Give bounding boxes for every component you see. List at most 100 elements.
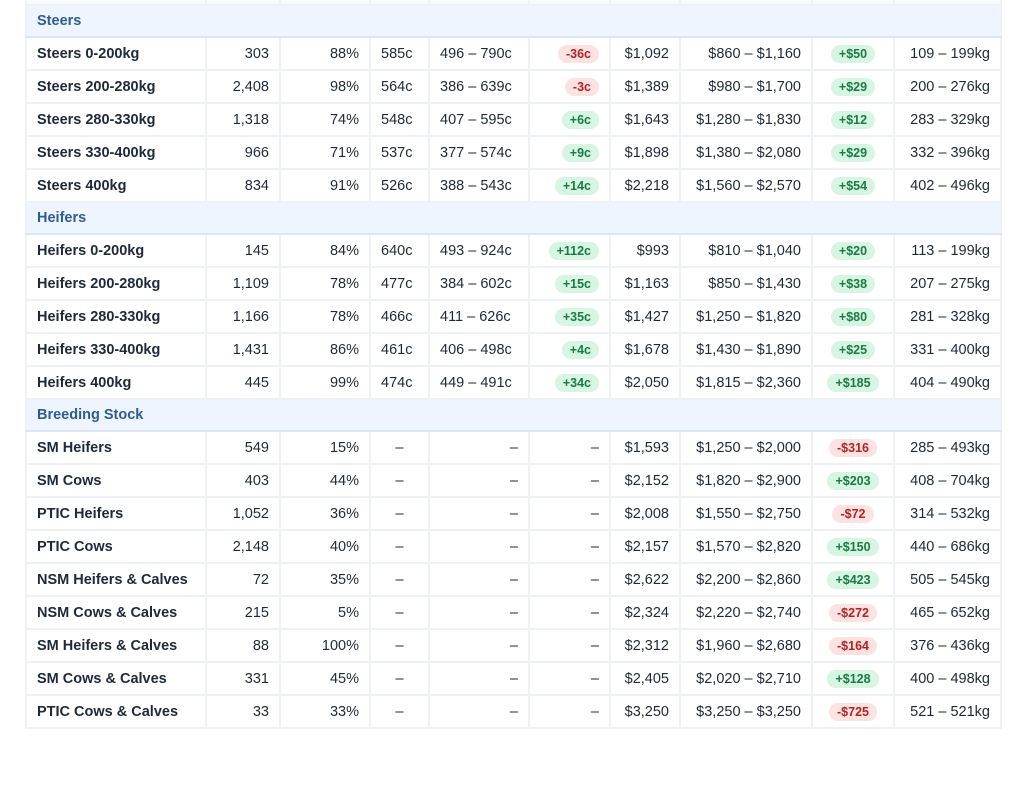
head-count-cell: 1,431	[205, 332, 281, 367]
price-change-cents-cell: –	[528, 529, 611, 564]
head-count-cell: 33	[205, 694, 281, 729]
table-row[interactable]: Heifers 400kg 445 99% 474c 449 – 491c +34c $2,…	[25, 365, 1002, 400]
price-range-cents-cell: 493 – 924c	[428, 233, 530, 268]
avg-price-dollars-cell: $1,593	[609, 430, 681, 465]
clearance-rate-cell: 5%	[279, 595, 371, 630]
category-name-cell: Steers 330-400kg	[25, 135, 207, 170]
avg-price-dollars-cell: $2,312	[609, 628, 681, 663]
category-name-cell: Heifers 400kg	[25, 365, 207, 400]
avg-price-cents-cell: 564c	[369, 69, 430, 104]
avg-price-cents-cell: –	[369, 694, 430, 729]
price-change-dollars-cell: +$38	[811, 266, 895, 301]
table-row[interactable]: SM Cows 403 44% – – – $2,152 $1,820 – $2,900 +$2…	[25, 463, 1002, 498]
clearance-rate-cell: 36%	[279, 496, 371, 531]
table-row[interactable]: SM Cows & Calves 331 45% – – – $2,405 $2,020 – …	[25, 661, 1002, 696]
price-range-dollars-cell: $1,815 – $2,360	[679, 365, 813, 400]
head-count-cell: 2,408	[205, 69, 281, 104]
group-label: Breeding Stock	[25, 398, 1002, 432]
table-row[interactable]: NSM Heifers & Calves 72 35% – – – $2,622 $2,200…	[25, 562, 1002, 597]
price-range-dollars-cell: $860 – $1,160	[679, 36, 813, 71]
table-row[interactable]: Steers 200-280kg 2,408 98% 564c 386 – 639c -3…	[25, 69, 1002, 104]
avg-price-cents-cell: 526c	[369, 168, 430, 203]
positive-change-badge: +$20	[830, 241, 876, 260]
clearance-rate-cell: 15%	[279, 430, 371, 465]
price-change-cents-cell: -36c	[528, 36, 611, 71]
avg-price-dollars-cell: $2,218	[609, 168, 681, 203]
price-change-cents-cell: +35c	[528, 299, 611, 334]
weight-range-cell: 402 – 496kg	[893, 168, 1002, 203]
table-row[interactable]: Heifers 280-330kg 1,166 78% 466c 411 – 626c +…	[25, 299, 1002, 334]
avg-price-dollars-cell: $1,389	[609, 69, 681, 104]
table-row[interactable]: PTIC Heifers 1,052 36% – – – $2,008 $1,550 – $2…	[25, 496, 1002, 531]
positive-change-badge: +$25	[830, 340, 876, 359]
price-range-cents-cell: –	[428, 694, 530, 729]
category-name-cell: Heifers 200-280kg	[25, 266, 207, 301]
table-row[interactable]: Heifers 200-280kg 1,109 78% 477c 384 – 602c +…	[25, 266, 1002, 301]
price-change-cents-cell: –	[528, 628, 611, 663]
head-count-cell: 303	[205, 36, 281, 71]
positive-change-badge: +112c	[548, 241, 599, 260]
price-range-dollars-cell: $2,020 – $2,710	[679, 661, 813, 696]
positive-change-badge: +15c	[554, 274, 599, 293]
group-label: Heifers	[25, 201, 1002, 235]
price-range-cents-cell: 496 – 790c	[428, 36, 530, 71]
clearance-rate-cell: 33%	[279, 694, 371, 729]
price-change-dollars-cell: +$25	[811, 332, 895, 367]
price-range-dollars-cell: $850 – $1,430	[679, 266, 813, 301]
table-row[interactable]: Heifers 0-200kg 145 84% 640c 493 – 924c +112c…	[25, 233, 1002, 268]
avg-price-cents-cell: 477c	[369, 266, 430, 301]
price-change-dollars-cell: +$50	[811, 36, 895, 71]
table-row[interactable]: Steers 330-400kg 966 71% 537c 377 – 574c +9c $…	[25, 135, 1002, 170]
clearance-rate-cell: 86%	[279, 332, 371, 367]
table-row[interactable]: SM Heifers & Calves 88 100% – – – $2,312 $1,960…	[25, 628, 1002, 663]
table-row[interactable]: Steers 280-330kg 1,318 74% 548c 407 – 595c +6…	[25, 102, 1002, 137]
weight-range-cell: 109 – 199kg	[893, 36, 1002, 71]
clearance-rate-cell: 84%	[279, 233, 371, 268]
weight-range-cell: 314 – 532kg	[893, 496, 1002, 531]
avg-price-cents-cell: 466c	[369, 299, 430, 334]
avg-price-cents-cell: –	[369, 562, 430, 597]
table-row[interactable]: NSM Cows & Calves 215 5% – – – $2,324 $2,220 – …	[25, 595, 1002, 630]
avg-price-cents-cell: 640c	[369, 233, 430, 268]
market-report-table: Steers Steers 0-200kg 303 88% 585c 496 – 790c…	[25, 0, 1002, 729]
price-range-dollars-cell: $1,380 – $2,080	[679, 135, 813, 170]
weight-range-cell: 400 – 498kg	[893, 661, 1002, 696]
table-row[interactable]: Steers 0-200kg 303 88% 585c 496 – 790c -36c $1…	[25, 36, 1002, 71]
positive-change-badge: +14c	[554, 176, 599, 195]
avg-price-dollars-cell: $1,678	[609, 332, 681, 367]
price-change-cents-cell: +14c	[528, 168, 611, 203]
table-row[interactable]: Steers 400kg 834 91% 526c 388 – 543c +14c $2,2…	[25, 168, 1002, 203]
table-row[interactable]: PTIC Cows & Calves 33 33% – – – $3,250 $3,250 –…	[25, 694, 1002, 729]
price-change-dollars-cell: +$29	[811, 69, 895, 104]
positive-change-badge: +$150	[827, 537, 879, 556]
clearance-rate-cell: 100%	[279, 628, 371, 663]
table-row[interactable]: SM Heifers 549 15% – – – $1,593 $1,250 – $2,000…	[25, 430, 1002, 465]
category-name-cell: PTIC Cows	[25, 529, 207, 564]
price-change-dollars-cell: +$423	[811, 562, 895, 597]
price-range-cents-cell: –	[428, 529, 530, 564]
weight-range-cell: 376 – 436kg	[893, 628, 1002, 663]
price-range-cents-cell: 386 – 639c	[428, 69, 530, 104]
weight-range-cell: 207 – 275kg	[893, 266, 1002, 301]
group-header-row: Steers	[25, 4, 1002, 38]
price-change-cents-cell: –	[528, 430, 611, 465]
price-change-dollars-cell: -$316	[811, 430, 895, 465]
negative-change-badge: -3c	[564, 77, 599, 96]
price-range-dollars-cell: $2,220 – $2,740	[679, 595, 813, 630]
positive-change-badge: +35c	[554, 307, 599, 326]
category-name-cell: Heifers 0-200kg	[25, 233, 207, 268]
clearance-rate-cell: 35%	[279, 562, 371, 597]
weight-range-cell: 408 – 704kg	[893, 463, 1002, 498]
price-change-cents-cell: –	[528, 496, 611, 531]
category-name-cell: Steers 0-200kg	[25, 36, 207, 71]
avg-price-dollars-cell: $2,405	[609, 661, 681, 696]
positive-change-badge: +$185	[827, 373, 879, 392]
price-change-cents-cell: +15c	[528, 266, 611, 301]
table-row[interactable]: PTIC Cows 2,148 40% – – – $2,157 $1,570 – $2,82…	[25, 529, 1002, 564]
avg-price-dollars-cell: $2,157	[609, 529, 681, 564]
table-row[interactable]: Heifers 330-400kg 1,431 86% 461c 406 – 498c +…	[25, 332, 1002, 367]
category-name-cell: SM Cows	[25, 463, 207, 498]
clearance-rate-cell: 71%	[279, 135, 371, 170]
avg-price-dollars-cell: $1,092	[609, 36, 681, 71]
negative-change-badge: -$725	[829, 702, 877, 721]
